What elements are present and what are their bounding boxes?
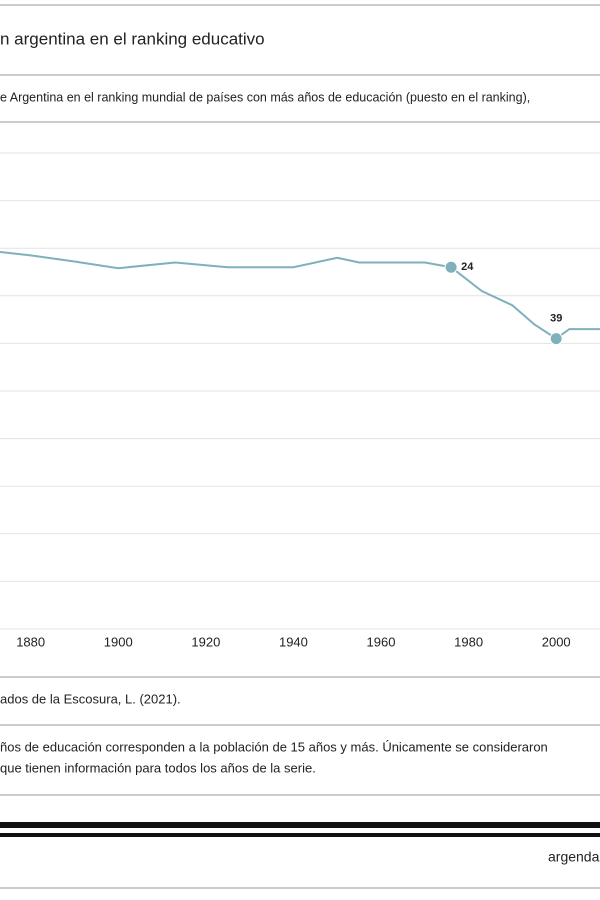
- rule: [0, 833, 600, 837]
- note: que tienen información para todos los añ…: [0, 760, 316, 775]
- x-tick-label: 2000: [542, 634, 571, 649]
- data-label: 24: [461, 261, 474, 273]
- line: [0, 251, 600, 340]
- rule: [0, 822, 600, 828]
- subtitle: e Argentina en el ranking mundial de paí…: [0, 90, 530, 104]
- x-tick-label: 1920: [191, 634, 220, 649]
- x-tick-label: 1960: [367, 634, 396, 649]
- brand: argenda: [548, 849, 600, 865]
- x-tick-label: 1900: [104, 634, 133, 649]
- x-tick-label: 1980: [454, 634, 483, 649]
- note: ños de educación corresponden a la pobla…: [0, 739, 548, 754]
- marker: [549, 332, 563, 346]
- x-tick-label: 1940: [279, 634, 308, 649]
- data-label: 39: [550, 313, 562, 325]
- title: n argentina en el ranking educativo: [0, 29, 265, 48]
- source: ados de la Escosura, L. (2021).: [0, 691, 181, 706]
- marker: [444, 260, 458, 274]
- x-tick-label: 1880: [16, 634, 45, 649]
